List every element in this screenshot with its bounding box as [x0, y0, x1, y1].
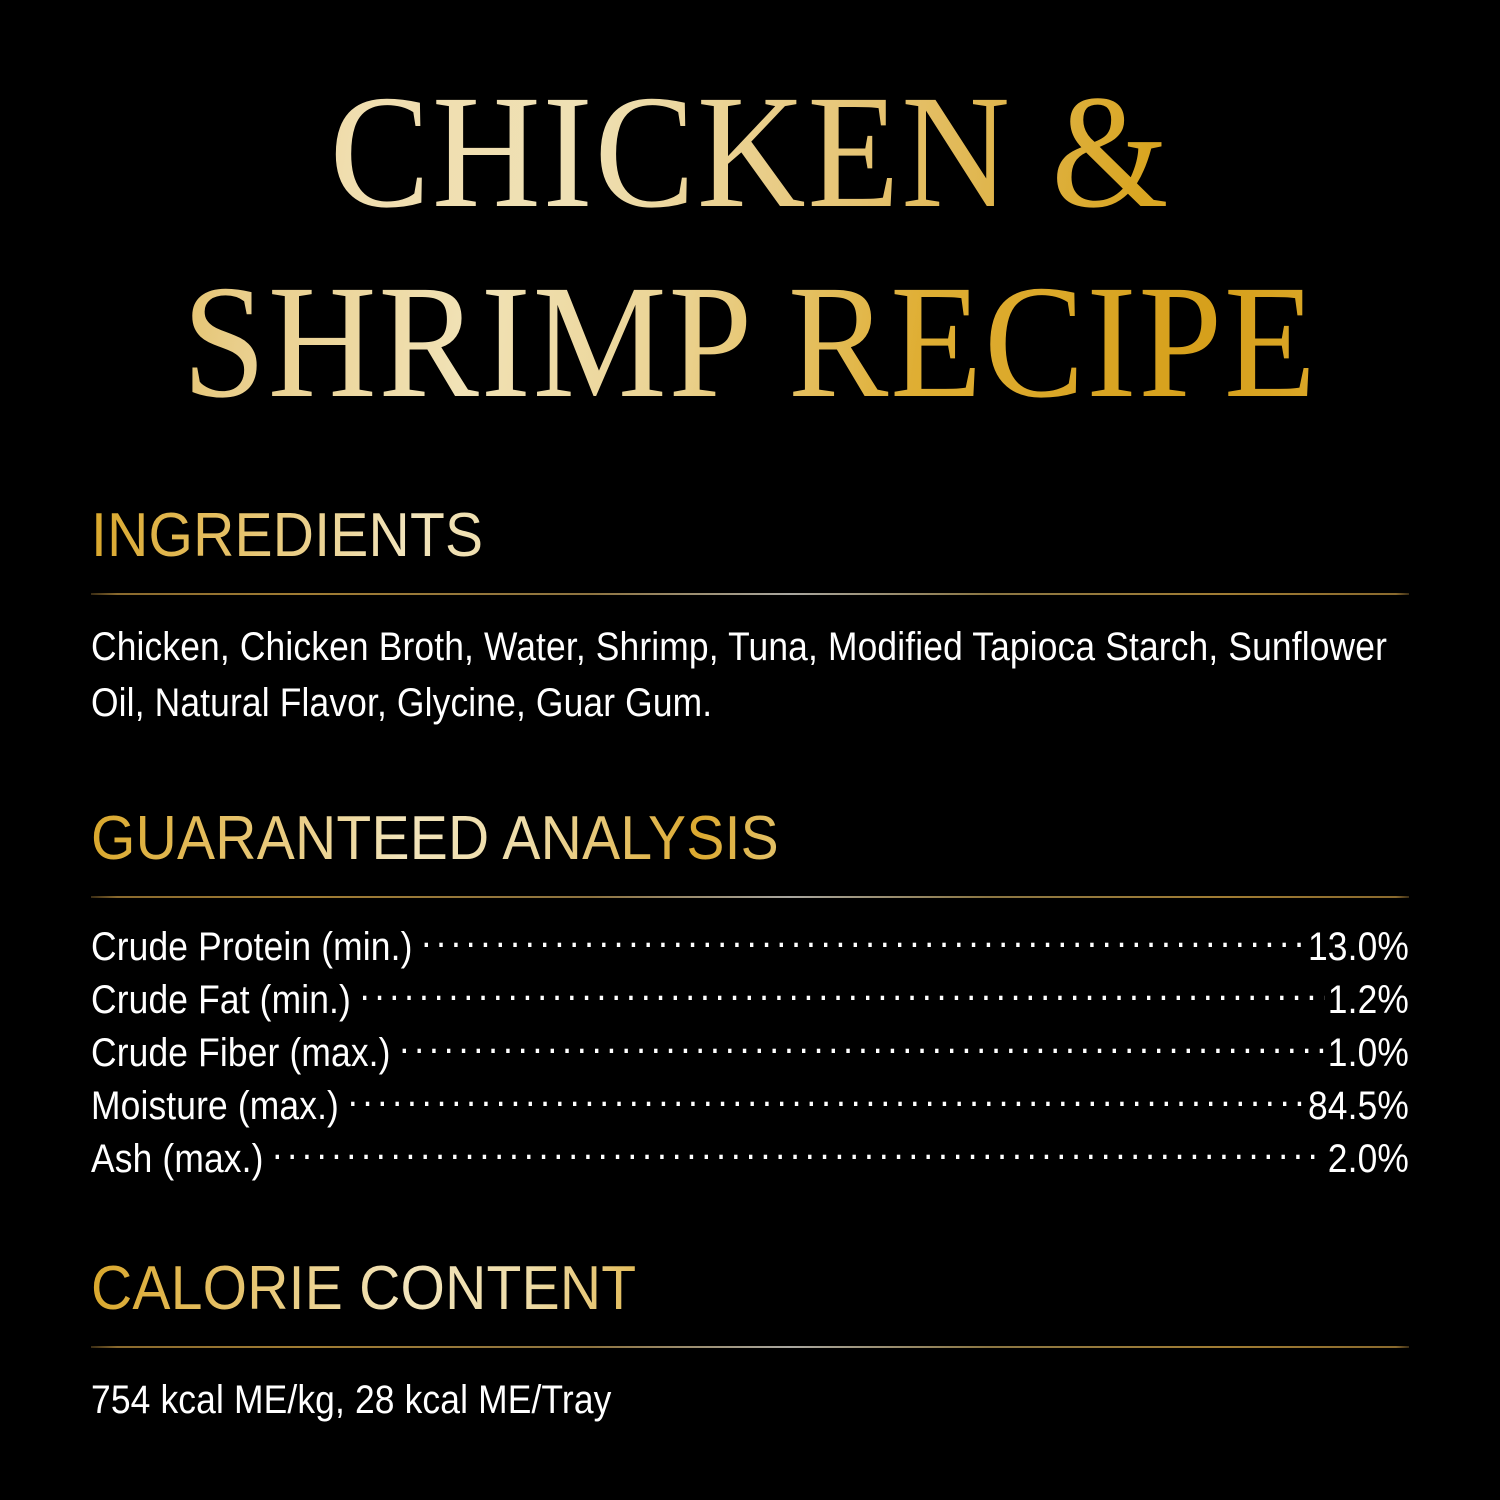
analysis-row-leader [272, 1132, 1324, 1172]
calorie-content-section: CALORIE CONTENT 754 kcal ME/kg, 28 kcal … [91, 1258, 1409, 1428]
analysis-row-value: 1.0% [1327, 1031, 1410, 1075]
calorie-content-text: 754 kcal ME/kg, 28 kcal ME/Tray [91, 1378, 612, 1422]
product-title-line-1: CHICKEN & [53, 72, 1448, 234]
guaranteed-analysis-heading: GUARANTEED ANALYSIS [91, 808, 1304, 870]
analysis-row-label: Crude Fiber (max.) [91, 1031, 391, 1075]
analysis-row-label: Crude Protein (min.) [91, 925, 413, 969]
analysis-row: Moisture (max.) 84.5% [91, 1079, 1409, 1132]
analysis-row-label: Ash (max.) [91, 1137, 264, 1181]
guaranteed-analysis-rows: Crude Protein (min.)13.0%Crude Fat (min.… [91, 920, 1409, 1185]
guaranteed-analysis-section: GUARANTEED ANALYSIS Crude Protein (min.)… [91, 808, 1409, 1185]
analysis-row: Ash (max.) 2.0% [91, 1132, 1409, 1185]
analysis-row-label: Moisture (max.) [91, 1084, 339, 1128]
ingredients-text: Chicken, Chicken Broth, Water, Shrimp, T… [91, 625, 1388, 725]
analysis-row: Crude Fiber (max.) 1.0% [91, 1026, 1409, 1079]
analysis-row-value: 1.2% [1327, 978, 1410, 1022]
product-title-line-2: SHRIMP RECIPE [53, 262, 1448, 424]
analysis-row: Crude Fat (min.) 1.2% [91, 973, 1409, 1026]
ingredients-heading: INGREDIENTS [91, 505, 1304, 567]
analysis-row-leader [399, 1026, 1324, 1066]
ingredients-section: INGREDIENTS Chicken, Chicken Broth, Wate… [91, 505, 1409, 731]
analysis-row-leader [360, 973, 1324, 1013]
analysis-row: Crude Protein (min.) 13.0% [91, 920, 1409, 973]
calorie-content-divider [91, 1346, 1409, 1348]
analysis-row-leader [348, 1079, 1305, 1119]
product-title: CHICKEN & SHRIMP RECIPE [0, 72, 1500, 424]
calorie-content-heading: CALORIE CONTENT [91, 1258, 1304, 1320]
analysis-row-value: 84.5% [1307, 1084, 1410, 1128]
analysis-row-leader [421, 920, 1304, 960]
analysis-row-label: Crude Fat (min.) [91, 978, 351, 1022]
analysis-row-value: 2.0% [1327, 1137, 1410, 1181]
guaranteed-analysis-divider [91, 896, 1409, 898]
ingredients-divider [91, 593, 1409, 595]
analysis-row-value: 13.0% [1307, 925, 1410, 969]
